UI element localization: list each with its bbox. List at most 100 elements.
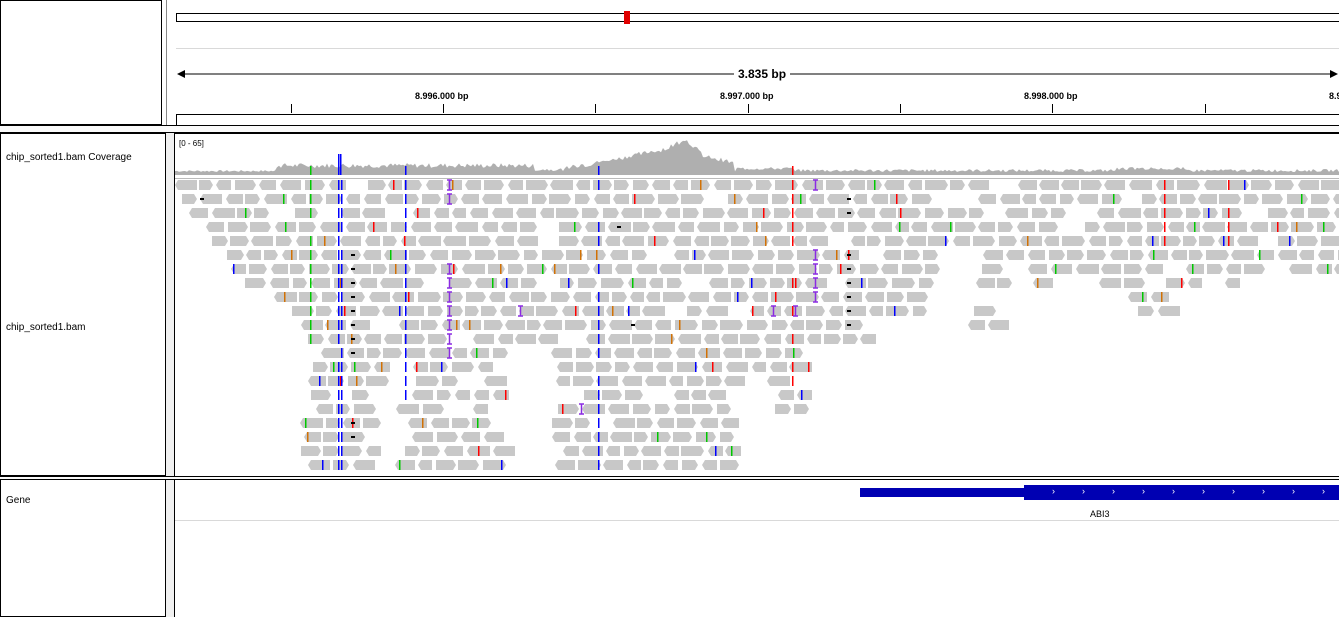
read-alignment — [925, 264, 940, 274]
read-alignment — [1000, 194, 1020, 204]
read-mismatch — [792, 306, 794, 316]
read-alignment — [778, 250, 794, 260]
read-alignment — [724, 222, 739, 232]
read-mismatch — [416, 362, 418, 372]
deletion-marker — [351, 324, 355, 326]
read-alignment — [437, 432, 458, 442]
read-mismatch — [792, 362, 794, 372]
read-mismatch — [341, 432, 343, 442]
read-alignment — [418, 460, 432, 470]
chromosome-ideogram[interactable] — [176, 13, 1339, 22]
read-alignment — [508, 180, 523, 190]
deletion-marker — [351, 352, 355, 354]
gene-utr[interactable] — [860, 488, 1025, 497]
read-alignment — [706, 306, 728, 316]
read-alignment — [329, 180, 346, 190]
data-panel[interactable]: [0 - 65] — [175, 133, 1339, 476]
gene-exon[interactable] — [1024, 485, 1339, 500]
read-mismatch — [338, 208, 340, 218]
read-alignment — [869, 306, 883, 316]
read-alignment — [418, 292, 441, 302]
read-mismatch — [598, 180, 600, 190]
read-alignment — [1218, 236, 1234, 246]
read-mismatch — [792, 208, 794, 218]
read-alignment — [1251, 180, 1272, 190]
read-alignment — [674, 390, 689, 400]
gene-feature-label[interactable]: ABI3 — [1090, 509, 1110, 519]
read-alignment — [829, 306, 843, 316]
deletion-marker — [351, 296, 355, 298]
read-alignment — [999, 236, 1017, 246]
read-alignment — [674, 250, 689, 260]
read-alignment — [452, 208, 466, 218]
read-mismatch — [679, 320, 681, 330]
read-alignment — [555, 460, 575, 470]
read-alignment — [212, 236, 228, 246]
read-alignment — [978, 194, 996, 204]
read-alignment — [845, 306, 866, 316]
read-alignment — [605, 236, 620, 246]
read-alignment — [1127, 222, 1143, 232]
coverage-track-name[interactable]: chip_sorted1.bam Coverage — [6, 152, 132, 163]
panel-splitter[interactable] — [0, 125, 1339, 133]
gene-panel[interactable]: › › › › › › › › › › ABI3 — [175, 480, 1339, 617]
read-mismatch — [712, 362, 714, 372]
read-alignment — [683, 208, 699, 218]
read-alignment — [809, 194, 824, 204]
read-alignment — [634, 320, 652, 330]
read-mismatch — [340, 376, 342, 386]
read-alignment — [559, 222, 582, 232]
gene-track-name[interactable]: Gene — [6, 495, 31, 506]
read-alignment — [334, 278, 357, 288]
gene-attribute-panel — [166, 480, 175, 617]
read-alignment — [323, 446, 339, 456]
read-alignment — [1298, 180, 1319, 190]
alignment-track-name[interactable]: chip_sorted1.bam — [6, 322, 86, 333]
read-alignment — [1186, 264, 1204, 274]
read-alignment — [182, 194, 197, 204]
read-alignment — [809, 236, 828, 246]
read-alignment — [455, 390, 470, 400]
read-alignment — [418, 236, 441, 246]
panel-splitter[interactable] — [0, 476, 1339, 480]
read-alignment — [634, 432, 648, 442]
read-alignment — [1289, 264, 1312, 274]
read-alignment — [968, 320, 985, 330]
read-alignment — [596, 362, 612, 372]
insertion-marker — [813, 249, 818, 261]
coverage-area — [175, 140, 1339, 175]
read-alignment — [1199, 236, 1215, 246]
read-alignment — [610, 250, 628, 260]
read-mismatch — [341, 362, 343, 372]
ruler-tick — [595, 104, 596, 113]
read-alignment — [308, 334, 324, 344]
alignment-reads[interactable] — [175, 178, 1339, 476]
read-alignment — [787, 278, 802, 288]
read-alignment — [1158, 306, 1180, 316]
read-alignment — [723, 348, 742, 358]
read-mismatch — [874, 180, 876, 190]
read-alignment — [531, 292, 547, 302]
read-mismatch — [310, 320, 312, 330]
read-mismatch — [341, 264, 343, 274]
read-alignment — [720, 320, 743, 330]
read-alignment — [311, 390, 331, 400]
read-alignment — [844, 250, 859, 260]
read-mismatch — [341, 376, 343, 386]
read-mismatch — [1113, 194, 1115, 204]
read-alignment — [412, 390, 433, 400]
read-mismatch — [338, 404, 340, 414]
read-mismatch — [341, 390, 343, 400]
read-mismatch — [422, 418, 424, 428]
read-alignment — [461, 194, 479, 204]
coverage-histogram[interactable] — [175, 134, 1339, 178]
read-alignment — [470, 208, 488, 218]
insertion-marker — [447, 179, 452, 191]
read-alignment — [794, 404, 809, 414]
read-mismatch — [1244, 180, 1246, 190]
read-alignment — [633, 222, 650, 232]
read-alignment — [630, 292, 644, 302]
read-alignment — [612, 292, 627, 302]
read-alignment — [766, 348, 782, 358]
read-alignment — [830, 222, 844, 232]
